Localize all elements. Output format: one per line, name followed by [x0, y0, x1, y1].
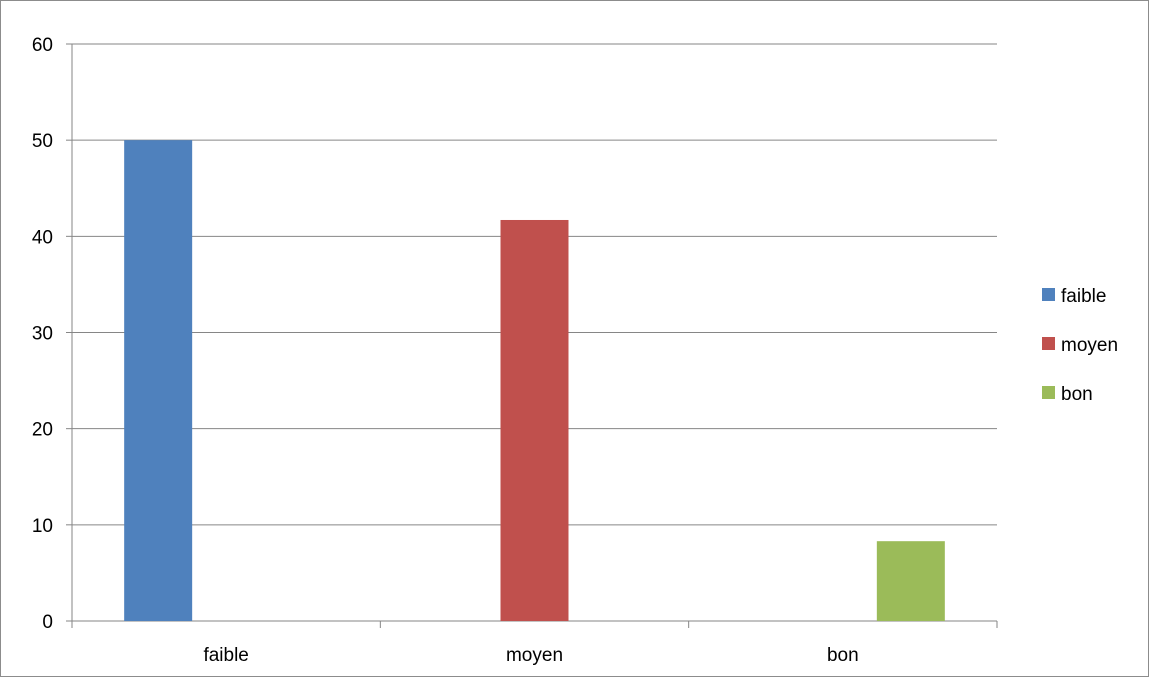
y-tick-label: 60 [32, 35, 53, 56]
legend-label: faible [1061, 286, 1106, 307]
bar-bon-bon [876, 541, 945, 621]
y-tick-label: 50 [32, 131, 53, 152]
y-tick-label: 30 [32, 324, 53, 345]
y-tick-label: 20 [32, 420, 53, 441]
x-tick-label: moyen [506, 645, 563, 666]
y-tick-label: 0 [42, 612, 53, 633]
legend-swatch [1042, 386, 1055, 399]
legend-swatch [1042, 337, 1055, 350]
y-tick-label: 10 [32, 516, 53, 537]
legend-label: bon [1061, 384, 1093, 405]
x-tick-label: bon [827, 645, 859, 666]
bar-faible-faible [124, 140, 193, 621]
x-tick-label: faible [203, 645, 248, 666]
legend-swatch [1042, 288, 1055, 301]
legend-label: moyen [1061, 335, 1118, 356]
bar-moyen-moyen [500, 219, 569, 622]
y-tick-label: 40 [32, 227, 53, 248]
